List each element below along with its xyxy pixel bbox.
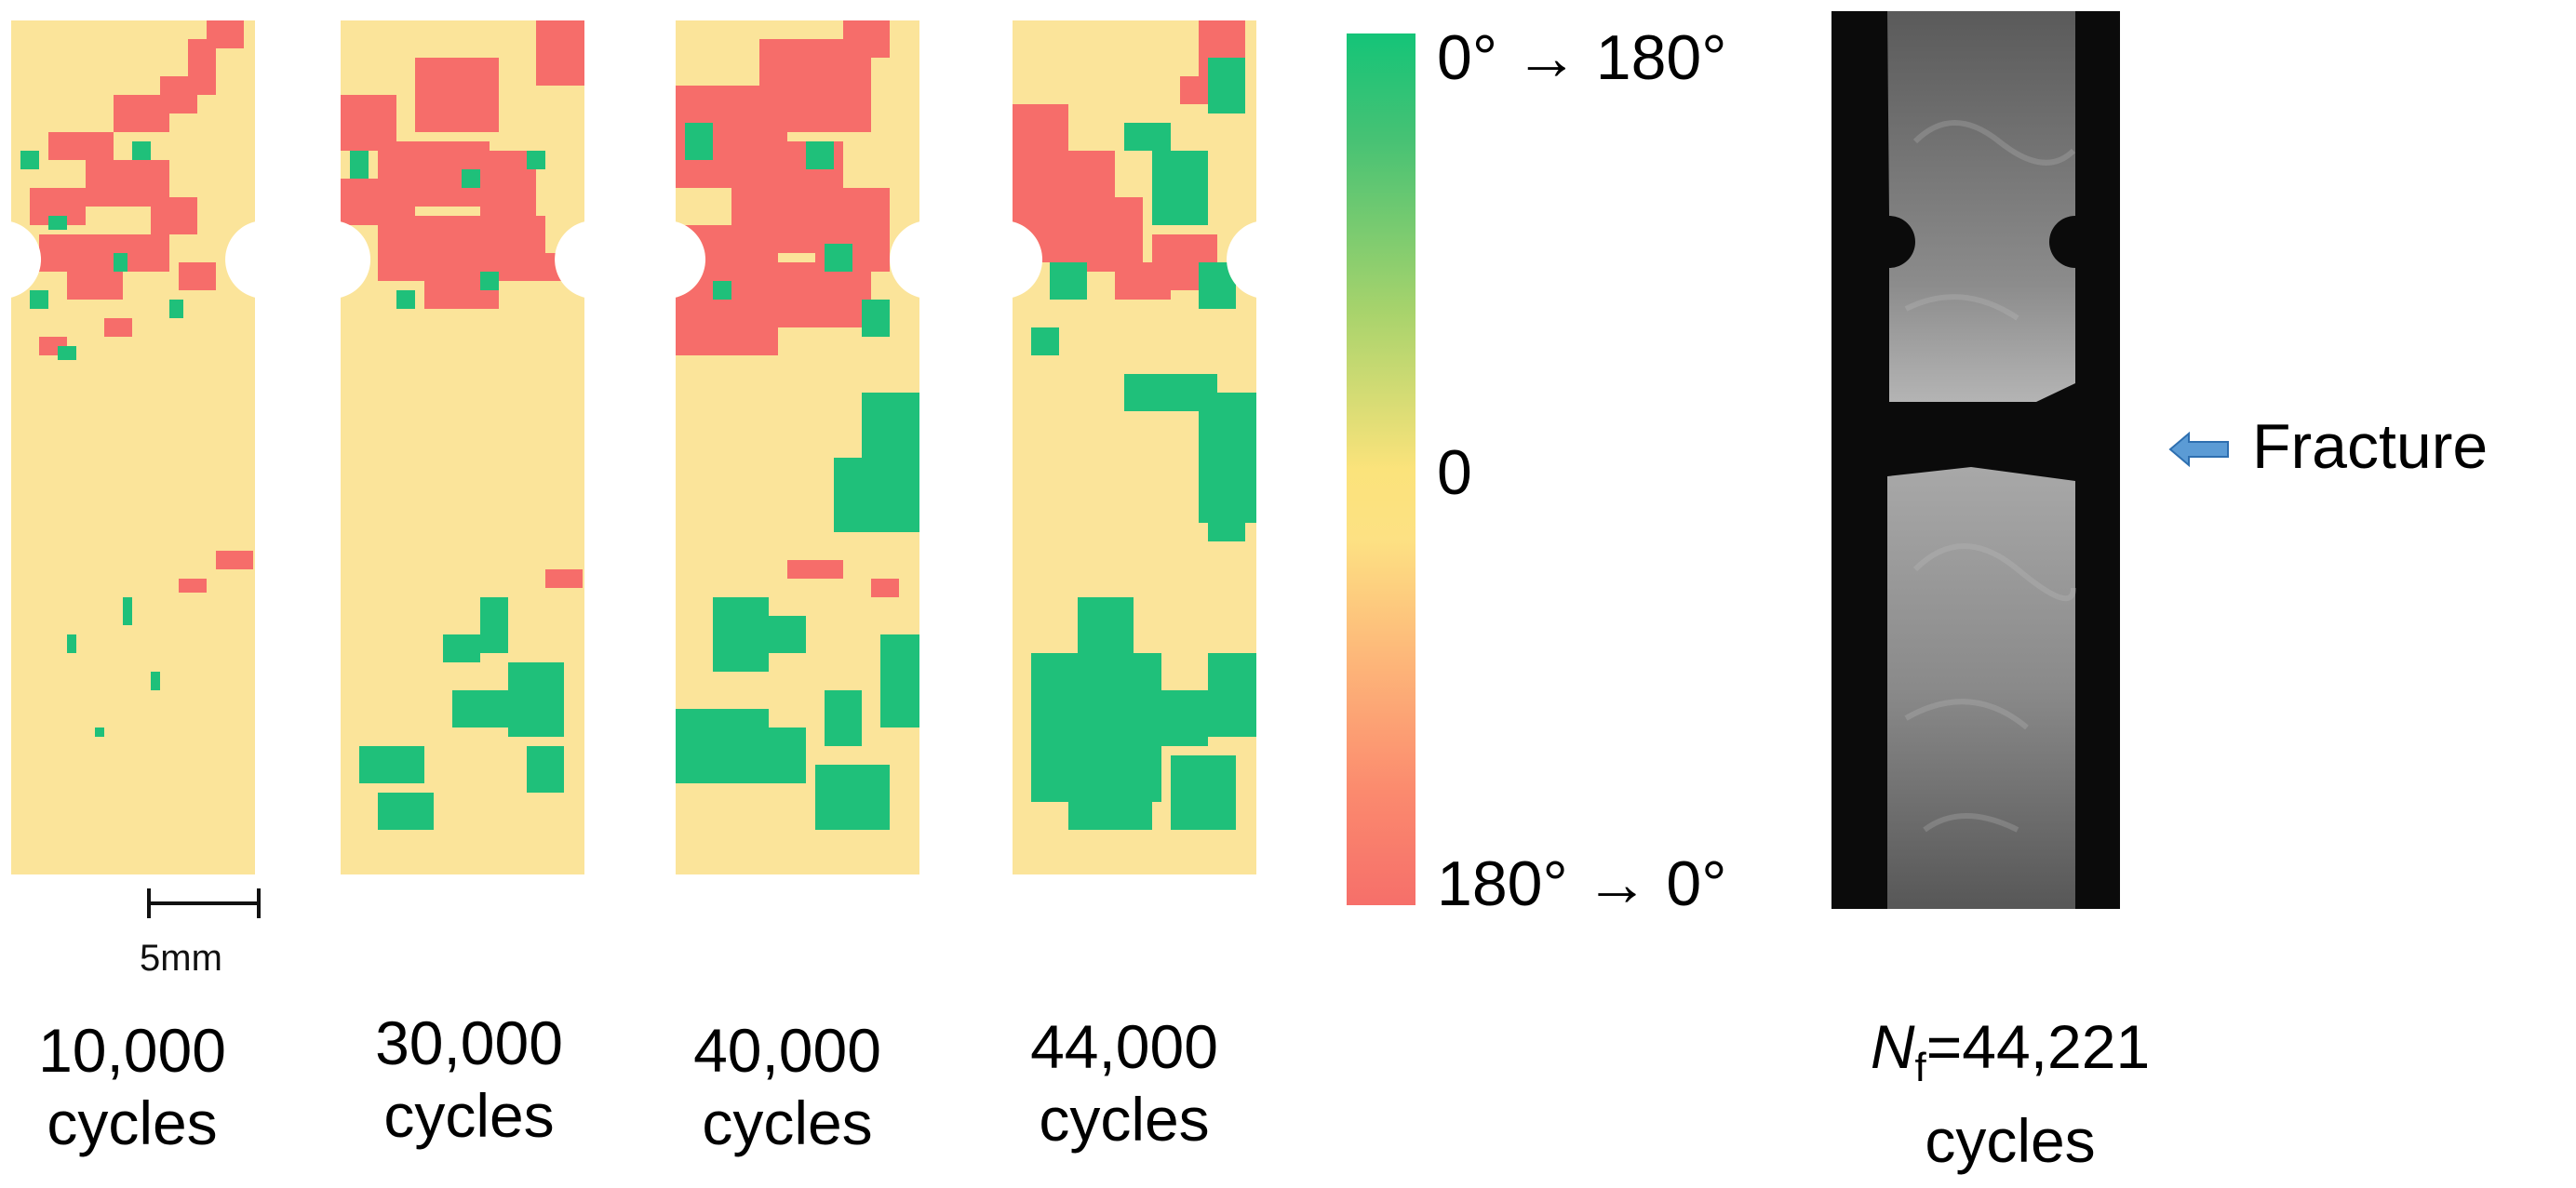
fracture-arrow-icon xyxy=(2168,430,2232,474)
fracture-label: Fracture xyxy=(2252,411,2489,482)
orientation-map-10000 xyxy=(11,20,255,874)
caption-10000: 10,000 cycles xyxy=(38,1016,226,1157)
caption-30000: 30,000 cycles xyxy=(375,1008,563,1150)
caption-44000: 44,000 cycles xyxy=(1030,1012,1218,1154)
fracture-caption: Nf=44,221 cycles xyxy=(1843,1010,2178,1177)
caption-40000: 40,000 cycles xyxy=(693,1016,881,1157)
colorbar-bottom-label: 180° → 0° xyxy=(1437,848,1727,919)
colorbar xyxy=(1347,33,1415,905)
orientation-map-30000 xyxy=(341,20,584,874)
colorbar-mid-label: 0 xyxy=(1437,437,1472,508)
fracture-photo xyxy=(1831,11,2120,909)
orientation-map-44000 xyxy=(1013,20,1256,874)
fracture-caption-count: Nf=44,221 xyxy=(1870,1012,2151,1091)
orientation-map-40000 xyxy=(676,20,919,874)
colorbar-top-label: 0° → 180° xyxy=(1437,22,1727,93)
scale-bar-label: 5mm xyxy=(140,938,222,979)
